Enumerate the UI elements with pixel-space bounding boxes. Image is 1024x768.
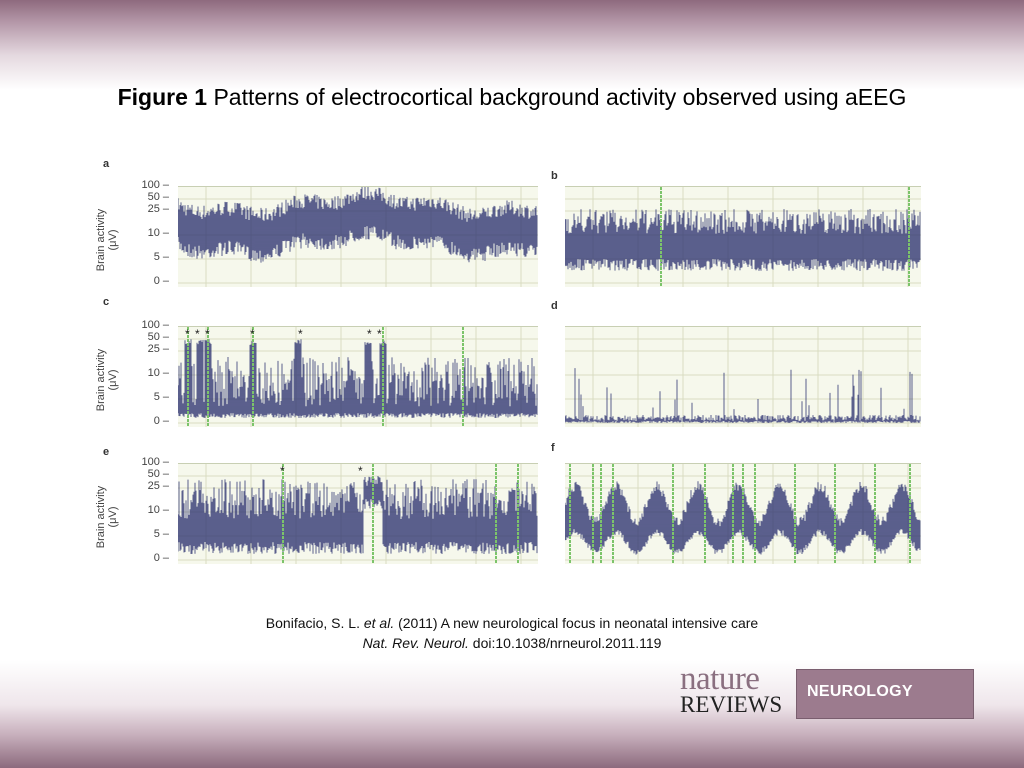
panel-label-e: e: [103, 446, 110, 458]
panel-c: * * * * * * *: [178, 326, 538, 427]
panel-label-b: b: [551, 170, 558, 182]
panel-e: * *: [178, 463, 538, 564]
seizure-star: *: [195, 327, 200, 341]
citation-journal: Nat. Rev. Neurol.: [362, 635, 469, 651]
figure-caption: Patterns of electrocortical background a…: [213, 84, 907, 110]
seizure-star: *: [377, 327, 382, 341]
y-axis-label-row3: Brain activity (μV): [95, 485, 119, 549]
y-axis-label-row1: Brain activity (μV): [95, 208, 119, 272]
y-tick-label: 5 –: [153, 251, 169, 263]
y-tick-label: 0 –: [153, 415, 169, 427]
y-tick-label: 10 –: [147, 227, 169, 239]
eeg-trace: [565, 209, 921, 271]
y-tick-label: 10 –: [147, 504, 169, 516]
logo-neurology-text: NEUROLOGY: [807, 683, 913, 700]
seizure-star: *: [298, 327, 303, 341]
citation-etal: et al.: [363, 615, 395, 631]
journal-logo: nature REVIEWS NEUROLOGY: [678, 661, 974, 719]
y-tick-label: 10 –: [147, 367, 169, 379]
aeeg-figure: a b Brain activity (μV) c d Brain activit…: [95, 150, 935, 570]
y-axis-label-row2: Brain activity (μV): [95, 348, 119, 412]
panel-f: [565, 463, 921, 564]
citation-doi: doi:10.1038/nrneurol.2011.119: [472, 635, 662, 651]
eeg-trace: [565, 481, 921, 555]
y-tick-label: 100 –: [141, 319, 169, 331]
panel-b: [565, 186, 921, 287]
logo-reviews-text: REVIEWS: [680, 692, 783, 717]
eeg-trace: [565, 368, 921, 423]
y-tick-label: 50 –: [147, 191, 169, 203]
seizure-star: *: [280, 464, 285, 478]
figure-title: Figure 1 Patterns of electrocortical bac…: [0, 84, 1024, 111]
logo-nature-text: nature: [680, 661, 760, 697]
y-tick-label: 25 –: [147, 203, 169, 215]
y-tick-label: 50 –: [147, 331, 169, 343]
eeg-trace: [178, 339, 538, 418]
y-tick-label: 25 –: [147, 343, 169, 355]
citation-rest: (2011) A new neurological focus in neona…: [398, 615, 759, 631]
y-tick-label: 100 –: [141, 179, 169, 191]
panel-label-f: f: [551, 442, 555, 454]
logo-neurology-box: NEUROLOGY: [796, 669, 974, 719]
panel-a: [178, 186, 538, 287]
citation: Bonifacio, S. L. et al. (2011) A new neu…: [0, 613, 1024, 653]
seizure-star: *: [358, 464, 363, 478]
panel-label-a: a: [103, 158, 110, 170]
seizure-star: *: [250, 327, 255, 341]
y-tick-label: 0 –: [153, 275, 169, 287]
citation-authors: Bonifacio, S. L.: [265, 615, 360, 631]
y-tick-label: 5 –: [153, 528, 169, 540]
eeg-trace: [178, 187, 538, 263]
figure-number: Figure 1: [117, 84, 208, 110]
seizure-star: *: [185, 327, 190, 341]
y-tick-label: 5 –: [153, 391, 169, 403]
y-tick-label: 0 –: [153, 552, 169, 564]
y-tick-label: 25 –: [147, 480, 169, 492]
y-tick-label: 50 –: [147, 468, 169, 480]
y-tick-label: 100 –: [141, 456, 169, 468]
panel-label-c: c: [103, 296, 110, 308]
seizure-star: *: [367, 327, 372, 341]
panel-d: [565, 326, 921, 427]
seizure-star: *: [205, 327, 210, 341]
eeg-trace: [178, 476, 538, 554]
panel-label-d: d: [551, 300, 558, 312]
